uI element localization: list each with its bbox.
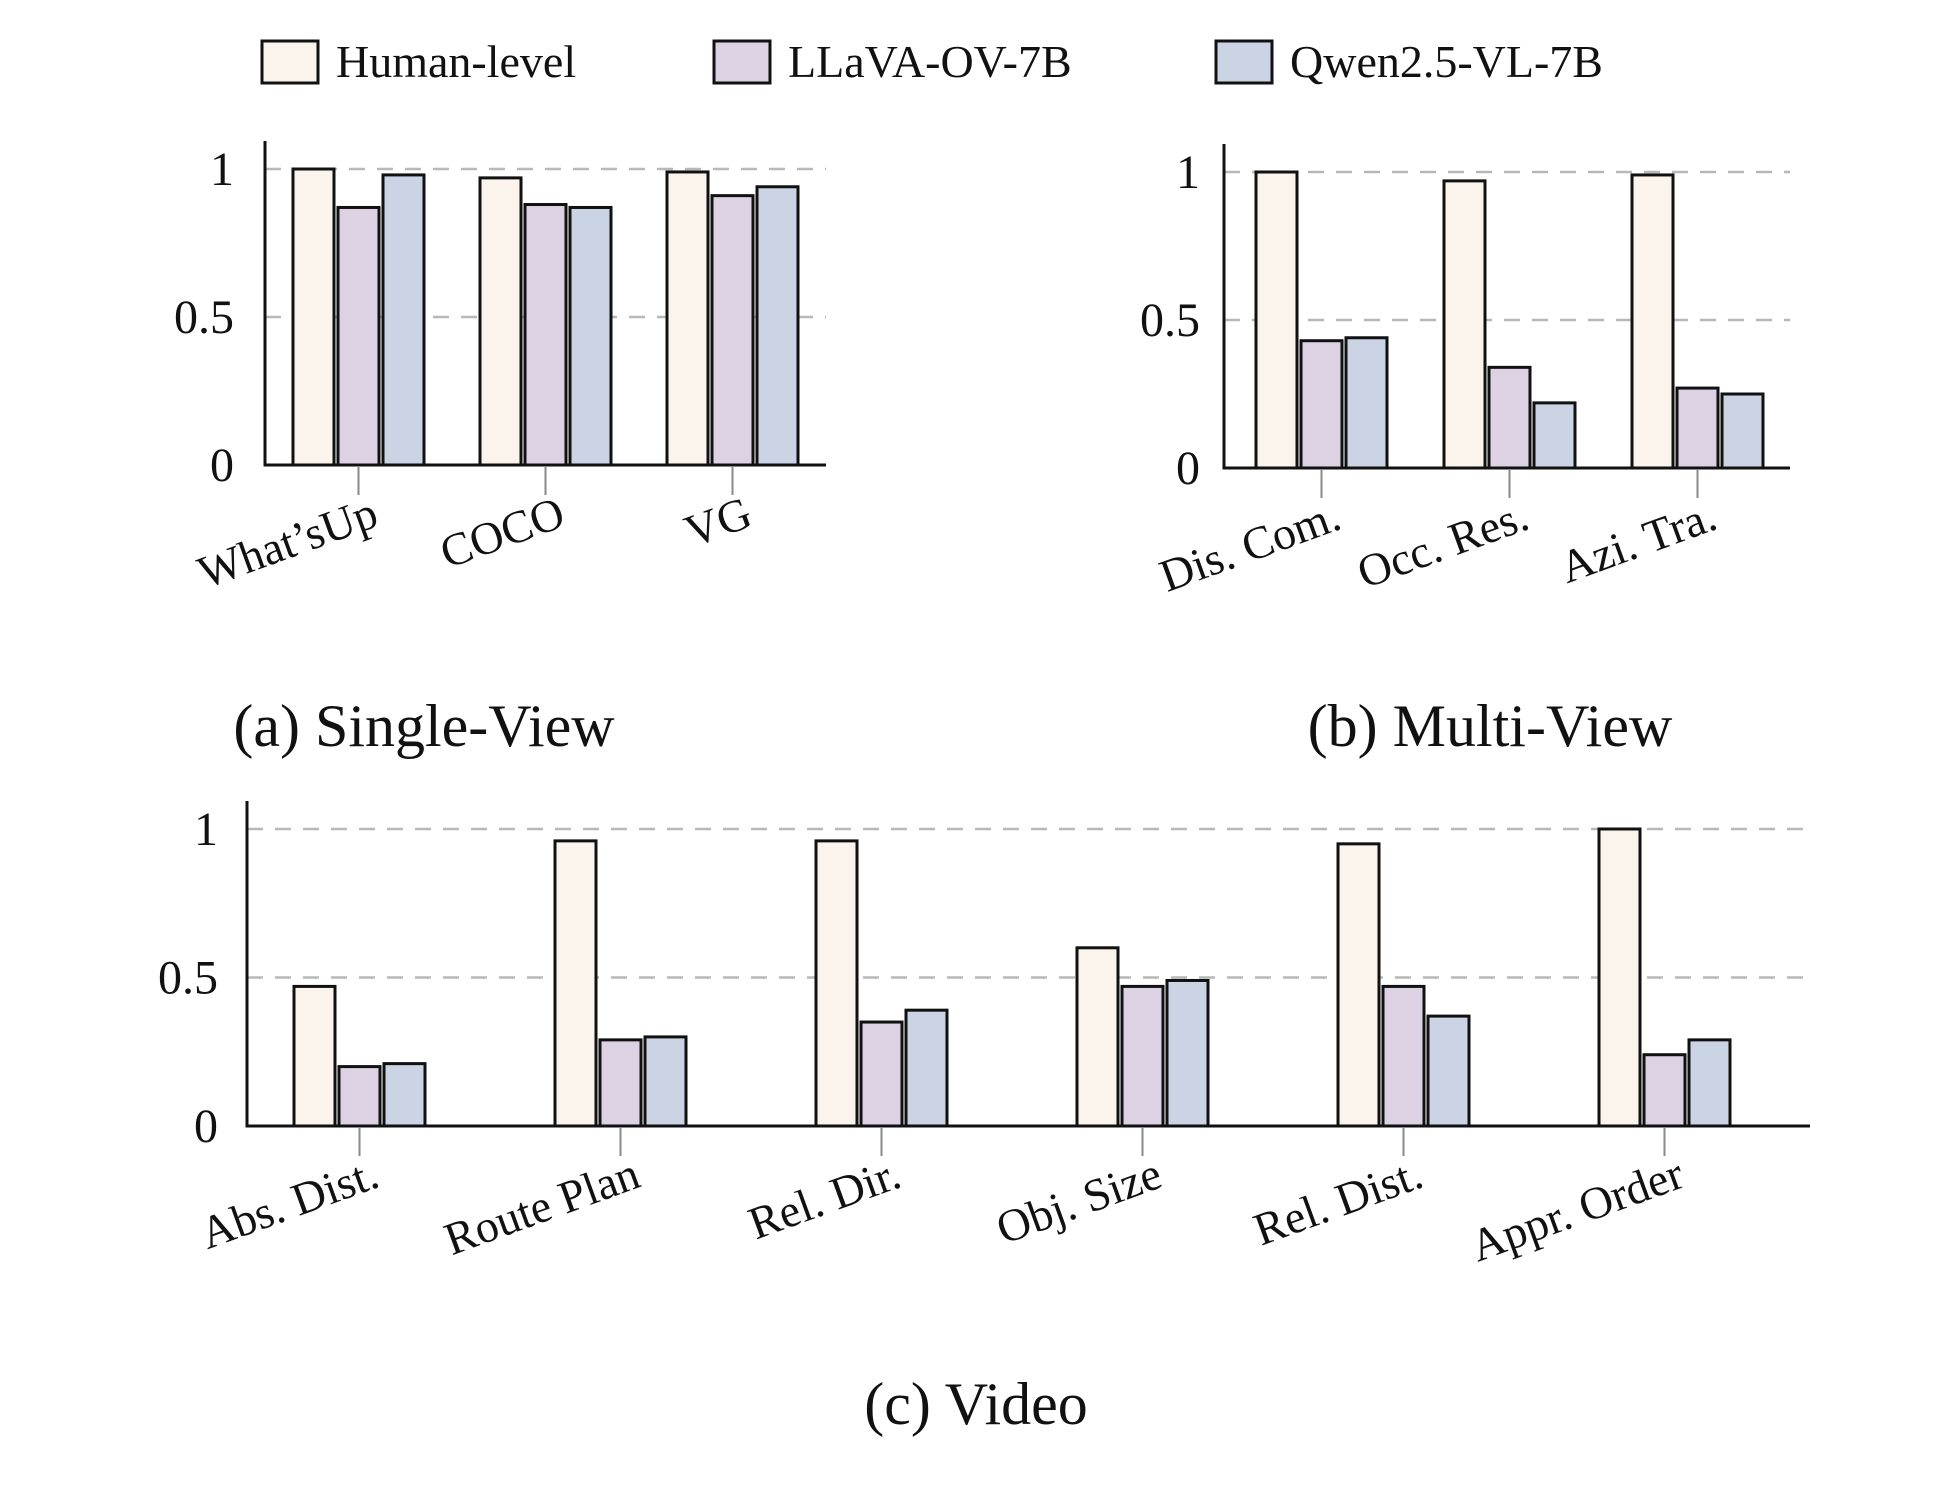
bar-qwen2-5-vl-7b	[1165, 978, 1210, 1128]
bar-llava-ov-7b	[1120, 984, 1165, 1128]
bar-human-level	[553, 839, 598, 1128]
x-category-label: VG	[678, 486, 758, 557]
bar-llava-ov-7b	[523, 203, 568, 467]
bar-llava-ov-7b	[710, 194, 755, 467]
bar-llava-ov-7b	[1381, 984, 1426, 1128]
chart-panel-3: 0 0.5 1 Abs. Dist. Route Plan Rel. Dir. Obj. S…	[158, 801, 1810, 1437]
y-tick-label: 0	[194, 1100, 218, 1153]
chart-panel-2: 0 0.5 1 Dis. Com. Occ. Res. Azi. Tra. (b) Mult…	[1140, 144, 1790, 759]
y-tick-label: 0	[210, 439, 234, 492]
bar-llava-ov-7b	[1642, 1053, 1687, 1128]
y-tick-label: 0.5	[158, 952, 218, 1005]
bar-human-level	[1630, 173, 1675, 470]
x-category-label: Rel. Dir.	[742, 1147, 907, 1249]
legend-label: Human-level	[336, 36, 576, 87]
legend-item: Qwen2.5-VL-7B	[1214, 36, 1603, 87]
bar-llava-ov-7b	[598, 1038, 643, 1128]
bar-qwen2-5-vl-7b	[381, 173, 426, 467]
panel-caption: (c) Video	[864, 1371, 1088, 1437]
bar-human-level	[1442, 179, 1487, 470]
bar-llava-ov-7b	[337, 1065, 382, 1128]
chart-panel-1: 0 0.5 1 What’sUp COCO VG (a) Single-View	[174, 141, 826, 759]
x-category-label: Rel. Dist.	[1247, 1147, 1429, 1255]
y-tick-label: 1	[210, 143, 234, 196]
bar-human-level	[814, 839, 859, 1128]
x-category-label: Azi. Tra.	[1553, 489, 1723, 592]
bar-llava-ov-7b	[1487, 365, 1532, 470]
bar-llava-ov-7b	[1299, 339, 1344, 470]
x-category-label: Appr. Order	[1464, 1147, 1690, 1271]
legend: Human-level LLaVA-OV-7B Qwen2.5-VL-7B	[260, 36, 1603, 87]
bar-qwen2-5-vl-7b	[1532, 401, 1577, 470]
bar-human-level	[478, 176, 523, 467]
y-tick-label: 0.5	[174, 291, 234, 344]
bar-human-level	[1075, 946, 1120, 1128]
legend-swatch	[1214, 39, 1274, 85]
legend-item: Human-level	[260, 36, 576, 87]
bar-qwen2-5-vl-7b	[1426, 1014, 1471, 1128]
panel-caption: (b) Multi-View	[1308, 693, 1673, 759]
legend-label: Qwen2.5-VL-7B	[1290, 36, 1603, 87]
x-category-label: Route Plan	[438, 1147, 646, 1264]
bar-llava-ov-7b	[859, 1020, 904, 1128]
y-tick-label: 0.5	[1140, 294, 1200, 347]
y-tick-label: 1	[194, 803, 218, 856]
bar-human-level	[291, 167, 336, 467]
x-category-label: What’sUp	[191, 486, 384, 598]
bar-qwen2-5-vl-7b	[382, 1062, 427, 1128]
legend-label: LLaVA-OV-7B	[788, 36, 1072, 87]
bar-qwen2-5-vl-7b	[1344, 336, 1389, 470]
legend-item: LLaVA-OV-7B	[712, 36, 1072, 87]
legend-swatch	[260, 39, 320, 85]
y-tick-label: 0	[1176, 442, 1200, 495]
bar-qwen2-5-vl-7b	[904, 1008, 949, 1128]
bar-qwen2-5-vl-7b	[755, 185, 800, 467]
bar-llava-ov-7b	[336, 205, 381, 467]
x-category-label: Obj. Size	[990, 1147, 1168, 1253]
panel-caption: (a) Single-View	[233, 693, 615, 759]
bar-human-level	[292, 984, 337, 1128]
bar-qwen2-5-vl-7b	[568, 205, 613, 467]
legend-swatch	[712, 39, 772, 85]
x-category-label: Occ. Res.	[1351, 489, 1535, 598]
bar-qwen2-5-vl-7b	[643, 1035, 688, 1128]
bar-human-level	[1336, 842, 1381, 1128]
bar-human-level	[1597, 827, 1642, 1128]
bar-qwen2-5-vl-7b	[1720, 392, 1765, 470]
y-tick-label: 1	[1176, 146, 1200, 199]
x-category-label: Abs. Dist.	[193, 1147, 385, 1258]
bar-qwen2-5-vl-7b	[1687, 1038, 1732, 1128]
x-category-label: Dis. Com.	[1153, 489, 1347, 601]
bar-llava-ov-7b	[1675, 386, 1720, 470]
bar-human-level	[1254, 170, 1299, 470]
x-category-label: COCO	[433, 486, 571, 578]
bar-human-level	[665, 170, 710, 467]
chart-panels: 0 0.5 1 What’sUp COCO VG (a) Single-View 0 0.5 1 D…	[158, 141, 1810, 1437]
